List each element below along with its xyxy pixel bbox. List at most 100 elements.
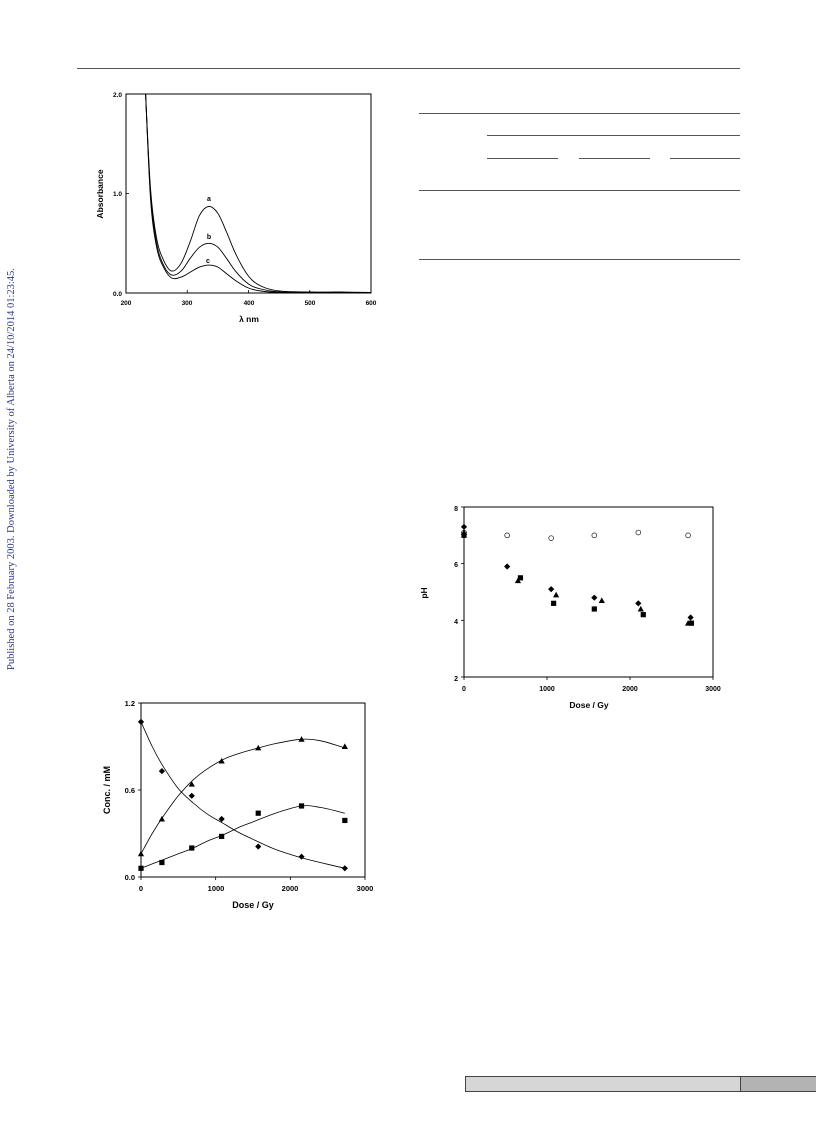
concentration-point-triangle <box>298 736 305 742</box>
concentration-point-triangle <box>341 743 348 749</box>
spectrum-xtick-400: 400 <box>244 300 255 307</box>
ph-point-circle-open <box>504 532 510 539</box>
table-subgroup-rule-3 <box>670 158 740 159</box>
footer-bar-dark <box>740 1076 816 1092</box>
table-group-rule <box>487 135 740 136</box>
ph-point-circle-open <box>685 532 691 539</box>
ph-point-circle-open <box>635 529 642 536</box>
spectrum-curve-label-a: a <box>207 196 211 203</box>
concentration-figure: 0.0 0.6 1.2 0 1000 2000 3000 Dose / Gy C… <box>102 699 374 910</box>
spectrum-figure: 0.0 1.0 2.0 200 300 400 500 600 λ nm Abs… <box>95 92 377 324</box>
spectrum-curves <box>145 93 372 294</box>
ph-point-triangle <box>553 591 560 598</box>
ph-figure: 2 4 6 8 0 1000 2000 3000 Dose / Gy pH <box>419 506 721 710</box>
ph-point-diamond <box>687 614 694 621</box>
spectrum-xtick-300: 300 <box>182 300 193 307</box>
spectrum-x-axis-label: λ nm <box>239 314 259 324</box>
ph-point-circle-open <box>591 532 598 539</box>
ph-point-diamond <box>591 594 598 601</box>
ph-ytick-2: 2 <box>454 676 458 683</box>
concentration-fit-curve-0 <box>140 721 345 869</box>
concentration-point-diamond <box>218 815 225 823</box>
concentration-xtick-1000: 1000 <box>208 884 225 893</box>
concentration-point-diamond <box>137 718 145 725</box>
concentration-ytick-0.6: 0.6 <box>125 786 135 795</box>
ph-ytick-4: 4 <box>454 619 458 626</box>
ph-point-diamond <box>460 523 468 530</box>
ph-point-square <box>517 575 524 581</box>
spectrum-ytick-0: 0.0 <box>113 291 122 298</box>
ph-y-axis-label: pH <box>419 587 429 598</box>
ph-point-square <box>640 612 646 618</box>
concentration-point-diamond <box>298 853 305 860</box>
spectrum-curve-c <box>145 93 372 294</box>
concentration-point-square <box>219 833 225 839</box>
concentration-point-triangle <box>218 757 225 764</box>
ph-point-triangle <box>637 605 644 612</box>
spectrum-curve-label-b: b <box>207 234 211 241</box>
concentration-point-diamond <box>188 792 195 799</box>
concentration-xtick-2000: 2000 <box>282 884 299 893</box>
ph-point-square <box>688 620 695 626</box>
concentration-xtick-3000: 3000 <box>357 884 374 893</box>
concentration-ticks <box>138 702 366 880</box>
concentration-point-square <box>159 859 165 866</box>
table-header-rule <box>419 190 740 191</box>
spectrum-curve-a <box>145 93 372 293</box>
concentration-point-triangle <box>137 850 145 857</box>
concentration-point-square <box>138 865 144 871</box>
table-bottom-rule <box>419 259 740 260</box>
concentration-xtick-0: 0 <box>139 884 143 893</box>
concentration-plot-frame <box>140 702 366 878</box>
table-subgroup-rule-1 <box>487 158 558 159</box>
download-notice[interactable]: Published on 28 February 2003. Downloade… <box>6 268 17 670</box>
ph-point-square <box>461 532 467 538</box>
concentration-x-axis-label: Dose / Gy <box>232 900 274 910</box>
concentration-fit-curve-1 <box>140 738 345 854</box>
concentration-point-square <box>255 810 261 816</box>
concentration-point-diamond <box>341 865 348 872</box>
table-top-rule <box>419 113 740 114</box>
ph-xtick-0: 0 <box>462 686 466 693</box>
concentration-point-triangle <box>158 815 166 822</box>
concentration-fit-curve-2 <box>140 805 345 869</box>
concentration-ytick-1.2: 1.2 <box>125 699 135 708</box>
ph-data-points <box>460 523 695 626</box>
ph-xtick-2000: 2000 <box>622 686 638 693</box>
concentration-fit-curves <box>140 721 345 869</box>
ph-ytick-8: 8 <box>454 506 458 513</box>
spectrum-xtick-600: 600 <box>366 300 377 307</box>
ph-xtick-3000: 3000 <box>705 686 721 693</box>
ph-plot-frame <box>463 506 714 678</box>
concentration-ytick-0: 0.0 <box>125 873 135 882</box>
spectrum-curve-label-c: c <box>206 258 210 265</box>
concentration-point-diamond <box>255 843 262 850</box>
concentration-point-triangle <box>188 781 195 787</box>
concentration-point-square <box>298 803 305 809</box>
ph-point-diamond <box>504 563 511 570</box>
ph-ytick-6: 6 <box>454 562 458 569</box>
ph-point-diamond <box>548 586 555 593</box>
spectrum-y-axis-label: Absorbance <box>95 169 105 218</box>
concentration-point-triangle <box>255 744 262 751</box>
spectrum-xtick-500: 500 <box>305 300 316 307</box>
ph-x-axis-label: Dose / Gy <box>569 700 608 710</box>
footer-bar-light <box>465 1076 741 1092</box>
ph-point-square <box>551 600 557 606</box>
ph-ticks <box>461 506 714 680</box>
table-subgroup-rule-2 <box>579 158 650 159</box>
concentration-point-square <box>342 817 348 824</box>
ph-point-circle-open <box>548 535 554 541</box>
spectrum-ticks <box>126 193 311 293</box>
ph-xtick-1000: 1000 <box>539 686 555 693</box>
spectrum-curve-b <box>145 93 372 294</box>
concentration-point-square <box>189 845 195 851</box>
ph-point-triangle <box>598 597 605 603</box>
concentration-data-points <box>137 718 348 872</box>
ph-point-square <box>591 606 597 612</box>
spectrum-ytick-2: 2.0 <box>113 92 122 99</box>
spectrum-ytick-1: 1.0 <box>113 191 122 198</box>
header-rule <box>77 68 740 69</box>
concentration-y-axis-label: Conc. / mM <box>102 766 112 814</box>
spectrum-xtick-200: 200 <box>121 300 132 307</box>
